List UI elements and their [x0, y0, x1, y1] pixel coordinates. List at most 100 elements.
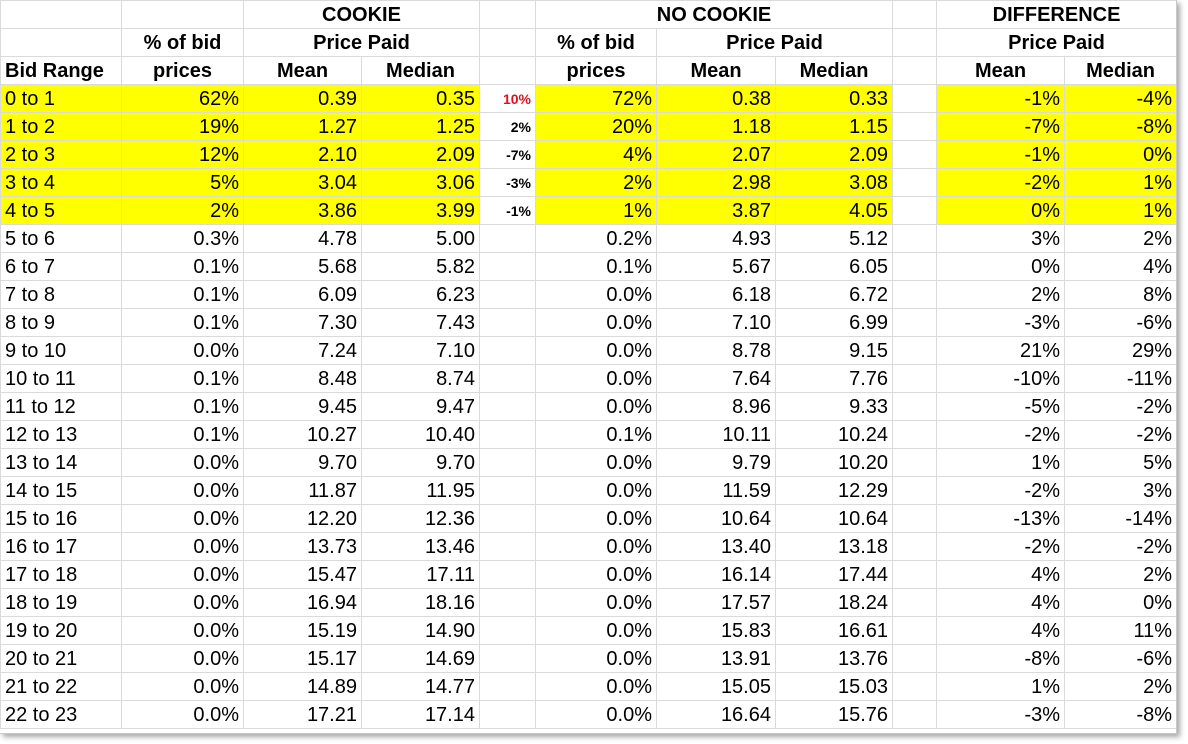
spacer-cell[interactable] — [892, 336, 938, 365]
cookie-pct-cell[interactable]: 62% — [121, 84, 244, 113]
cookie-pct-cell[interactable]: 0.0% — [121, 616, 244, 645]
pct-change-cell[interactable] — [479, 476, 536, 505]
bid-range-cell[interactable]: 17 to 18 — [0, 560, 122, 589]
spacer-cell[interactable] — [892, 392, 938, 421]
cookie-median-cell[interactable]: 12.36 — [361, 504, 480, 533]
difference-mean-cell[interactable]: 0% — [936, 252, 1066, 281]
difference-mean-cell[interactable]: 3% — [936, 224, 1066, 253]
cookie-median-cell[interactable]: 3.99 — [361, 196, 480, 225]
bid-range-cell[interactable]: 11 to 12 — [0, 392, 122, 421]
no-cookie-median-header[interactable]: Median — [774, 56, 894, 85]
no-cookie-mean-cell[interactable]: 15.83 — [656, 616, 776, 645]
cookie-median-cell[interactable]: 17.11 — [361, 560, 480, 589]
no-cookie-pct-header-line1[interactable]: % of bid — [535, 28, 657, 57]
bid-range-cell[interactable]: 1 to 2 — [0, 112, 122, 141]
cookie-pct-cell[interactable]: 0.0% — [121, 448, 244, 477]
cookie-mean-cell[interactable]: 17.21 — [243, 700, 362, 729]
cookie-median-cell[interactable]: 5.00 — [361, 224, 480, 253]
cookie-pct-header-line1[interactable]: % of bid — [121, 28, 244, 57]
bid-range-cell[interactable]: 10 to 11 — [0, 364, 122, 393]
bid-range-cell[interactable]: 6 to 7 — [0, 252, 122, 281]
cookie-median-cell[interactable]: 10.40 — [361, 420, 480, 449]
pct-change-cell[interactable] — [479, 448, 536, 477]
cookie-median-cell[interactable]: 1.25 — [361, 112, 480, 141]
cookie-pct-cell[interactable]: 2% — [121, 196, 244, 225]
bid-range-cell[interactable]: 21 to 22 — [0, 672, 122, 701]
no-cookie-median-cell[interactable]: 6.72 — [774, 280, 894, 309]
no-cookie-median-cell[interactable]: 9.15 — [774, 336, 894, 365]
pct-change-cell[interactable]: -7% — [479, 140, 536, 169]
no-cookie-pct-cell[interactable]: 4% — [535, 140, 657, 169]
bid-range-cell[interactable]: 5 to 6 — [0, 224, 122, 253]
cookie-mean-cell[interactable]: 13.73 — [243, 532, 362, 561]
spacer-cell[interactable] — [892, 420, 938, 449]
no-cookie-median-cell[interactable]: 0.33 — [774, 84, 894, 113]
cell[interactable] — [0, 0, 122, 29]
no-cookie-pct-cell[interactable]: 0.1% — [535, 420, 657, 449]
bid-range-cell[interactable]: 2 to 3 — [0, 140, 122, 169]
difference-mean-cell[interactable]: -10% — [936, 364, 1066, 393]
bid-range-cell[interactable]: 0 to 1 — [0, 84, 122, 113]
no-cookie-median-cell[interactable]: 7.76 — [774, 364, 894, 393]
no-cookie-mean-cell[interactable]: 13.91 — [656, 644, 776, 673]
difference-median-cell[interactable]: -4% — [1064, 84, 1176, 113]
no-cookie-mean-cell[interactable]: 0.38 — [656, 84, 776, 113]
no-cookie-pct-cell[interactable]: 0.0% — [535, 672, 657, 701]
no-cookie-median-cell[interactable]: 16.61 — [774, 616, 894, 645]
difference-median-cell[interactable]: -6% — [1064, 308, 1176, 337]
difference-median-cell[interactable]: -2% — [1064, 392, 1176, 421]
no-cookie-mean-cell[interactable]: 3.87 — [656, 196, 776, 225]
pct-change-cell[interactable]: 2% — [479, 112, 536, 141]
cell[interactable] — [892, 0, 938, 29]
spacer-cell[interactable] — [892, 280, 938, 309]
bid-range-cell[interactable]: 8 to 9 — [0, 308, 122, 337]
no-cookie-median-cell[interactable]: 10.20 — [774, 448, 894, 477]
pct-change-cell[interactable] — [479, 532, 536, 561]
spacer-cell[interactable] — [892, 476, 938, 505]
cookie-pct-cell[interactable]: 0.0% — [121, 700, 244, 729]
spacer-cell[interactable] — [892, 448, 938, 477]
no-cookie-median-cell[interactable]: 13.18 — [774, 532, 894, 561]
cookie-pct-cell[interactable]: 0.0% — [121, 644, 244, 673]
difference-median-cell[interactable]: -6% — [1064, 644, 1176, 673]
cookie-median-cell[interactable]: 14.77 — [361, 672, 480, 701]
difference-median-cell[interactable]: 11% — [1064, 616, 1176, 645]
cookie-mean-cell[interactable]: 10.27 — [243, 420, 362, 449]
difference-median-cell[interactable]: 4% — [1064, 252, 1176, 281]
cookie-pct-cell[interactable]: 0.1% — [121, 364, 244, 393]
no-cookie-mean-cell[interactable]: 15.05 — [656, 672, 776, 701]
no-cookie-mean-cell[interactable]: 10.11 — [656, 420, 776, 449]
cookie-median-cell[interactable]: 3.06 — [361, 168, 480, 197]
pct-change-cell[interactable] — [479, 588, 536, 617]
no-cookie-pct-cell[interactable]: 0.0% — [535, 476, 657, 505]
difference-mean-cell[interactable]: 1% — [936, 672, 1066, 701]
no-cookie-pct-cell[interactable]: 0.0% — [535, 392, 657, 421]
spacer-cell[interactable] — [892, 140, 938, 169]
no-cookie-pct-cell[interactable]: 0.0% — [535, 364, 657, 393]
no-cookie-mean-cell[interactable]: 16.14 — [656, 560, 776, 589]
no-cookie-pct-header-line2[interactable]: prices — [535, 56, 657, 85]
no-cookie-median-cell[interactable]: 12.29 — [774, 476, 894, 505]
cookie-median-cell[interactable]: 14.90 — [361, 616, 480, 645]
cell[interactable] — [479, 56, 536, 85]
difference-median-cell[interactable]: -8% — [1064, 700, 1176, 729]
no-cookie-mean-cell[interactable]: 5.67 — [656, 252, 776, 281]
cookie-mean-cell[interactable]: 16.94 — [243, 588, 362, 617]
no-cookie-median-cell[interactable]: 1.15 — [774, 112, 894, 141]
spacer-cell[interactable] — [892, 588, 938, 617]
spacer-cell[interactable] — [892, 700, 938, 729]
no-cookie-mean-cell[interactable]: 7.64 — [656, 364, 776, 393]
no-cookie-mean-cell[interactable]: 2.07 — [656, 140, 776, 169]
spacer-cell[interactable] — [892, 644, 938, 673]
cookie-mean-cell[interactable]: 5.68 — [243, 252, 362, 281]
pct-change-cell[interactable] — [479, 700, 536, 729]
difference-mean-cell[interactable]: -2% — [936, 532, 1066, 561]
difference-median-cell[interactable]: 1% — [1064, 168, 1176, 197]
no-cookie-pct-cell[interactable]: 0.0% — [535, 700, 657, 729]
pct-change-cell[interactable] — [479, 392, 536, 421]
spacer-cell[interactable] — [892, 196, 938, 225]
spacer-cell[interactable] — [892, 364, 938, 393]
cookie-mean-cell[interactable]: 0.39 — [243, 84, 362, 113]
spacer-cell[interactable] — [892, 168, 938, 197]
cookie-mean-cell[interactable]: 15.19 — [243, 616, 362, 645]
